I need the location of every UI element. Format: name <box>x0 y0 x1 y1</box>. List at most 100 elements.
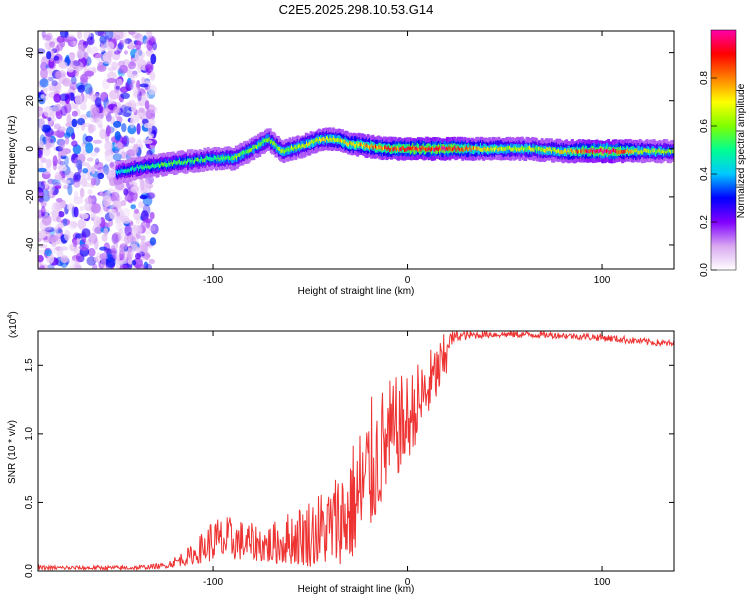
noise-blob <box>150 53 157 65</box>
noise-blob <box>117 196 123 201</box>
noise-blob <box>60 151 68 156</box>
noise-blob <box>69 82 79 91</box>
noise-blob <box>51 178 61 186</box>
noise-blob <box>147 133 155 138</box>
noise-blob <box>104 151 114 163</box>
noise-blob <box>54 174 63 181</box>
noise-blob <box>108 177 118 186</box>
noise-blob <box>92 263 98 269</box>
noise-blob <box>81 228 91 238</box>
y-tick-label: -40 <box>25 237 36 252</box>
y-tick-label: 1.0 <box>24 426 35 440</box>
y-tick-label: 0 <box>25 146 36 152</box>
noise-blob <box>127 79 135 85</box>
noise-blob <box>145 263 152 269</box>
y-tick-label: -20 <box>25 189 36 204</box>
noise-blob <box>67 34 75 40</box>
noise-blob <box>86 157 94 162</box>
noise-blob <box>40 67 48 79</box>
noise-blob <box>133 257 143 269</box>
noise-blob <box>81 122 92 128</box>
noise-blob <box>104 31 114 40</box>
noise-blob <box>58 61 68 69</box>
noise-blob <box>125 102 133 108</box>
noise-blob <box>114 50 121 55</box>
noise-blob <box>38 197 44 203</box>
noise-blob <box>96 116 103 128</box>
noise-blob <box>79 205 85 212</box>
noise-blob <box>99 92 108 102</box>
noise-blob <box>51 80 58 87</box>
noise-blob <box>111 247 118 254</box>
noise-blob <box>87 189 93 195</box>
noise-blob <box>40 157 47 164</box>
noise-blob <box>39 78 49 88</box>
colorbar-tick-label: 0.8 <box>699 71 710 85</box>
spectrogram-ylabel: Frequency (Hz) <box>7 116 18 185</box>
snr-series-line <box>38 331 674 571</box>
x-tick-label: 0 <box>405 577 411 588</box>
noise-blob <box>73 172 81 183</box>
noise-blob <box>145 192 155 199</box>
noise-blob <box>40 205 46 217</box>
noise-blob <box>48 179 59 185</box>
chart-title: C2E5.2025.298.10.53.G14 <box>279 2 434 17</box>
noise-blob <box>80 103 87 111</box>
noise-blob <box>148 225 156 232</box>
noise-blob <box>80 73 88 83</box>
noise-blob <box>99 253 108 260</box>
snr-scale-close: ) <box>8 311 19 314</box>
noise-blob <box>90 177 96 186</box>
noise-blob <box>139 83 149 88</box>
noise-blob <box>90 152 98 157</box>
noise-blob <box>84 70 95 77</box>
noise-blob <box>56 35 65 44</box>
noise-blob <box>106 71 117 80</box>
noise-blob <box>149 237 157 246</box>
noise-blob <box>82 162 90 167</box>
noise-blob <box>144 251 150 261</box>
noise-blob <box>57 211 65 218</box>
noise-blob <box>43 225 52 231</box>
noise-blob <box>142 35 148 45</box>
noise-blob <box>129 73 139 79</box>
noise-blob <box>40 94 45 99</box>
noise-blob <box>84 196 95 205</box>
noise-blob <box>41 189 51 202</box>
noise-blob <box>62 77 72 87</box>
noise-blob <box>48 68 53 77</box>
noise-blob <box>121 123 127 133</box>
noise-blob <box>124 224 132 236</box>
noise-blob <box>135 253 141 260</box>
noise-blob <box>99 35 107 44</box>
spectrogram-panel: -100 0 100 -40 -20 0 20 40 Height of straight l… <box>7 30 675 297</box>
snr-scale-label: (x104) <box>7 311 19 338</box>
noise-blob <box>47 83 53 92</box>
noise-blob <box>60 105 68 117</box>
noise-blob <box>127 124 137 135</box>
noise-blob <box>67 184 73 196</box>
noise-blob <box>90 195 97 205</box>
noise-blob <box>73 196 84 205</box>
x-tick-label: 0 <box>405 275 411 286</box>
noise-blob <box>144 100 150 110</box>
noise-blob <box>141 93 150 101</box>
noise-blob <box>70 75 77 85</box>
noise-blob <box>145 109 154 120</box>
noise-blob <box>128 234 137 245</box>
y-tick-label: 40 <box>25 47 36 59</box>
noise-blob <box>131 103 137 113</box>
noise-blob <box>124 80 134 92</box>
noise-blob <box>116 141 123 149</box>
noise-blob <box>46 51 52 60</box>
noise-blob <box>116 78 123 87</box>
noise-blob <box>68 220 78 230</box>
noise-blob <box>141 77 146 84</box>
noise-blob <box>115 224 125 231</box>
colorbar: 0.0 0.2 0.4 0.6 0.8 Normalized spectral ampl… <box>699 29 747 277</box>
noise-blob <box>69 264 80 269</box>
noise-blob <box>93 216 102 226</box>
noise-blob <box>54 82 61 91</box>
noise-blob <box>150 223 159 235</box>
noise-blob <box>105 125 111 137</box>
